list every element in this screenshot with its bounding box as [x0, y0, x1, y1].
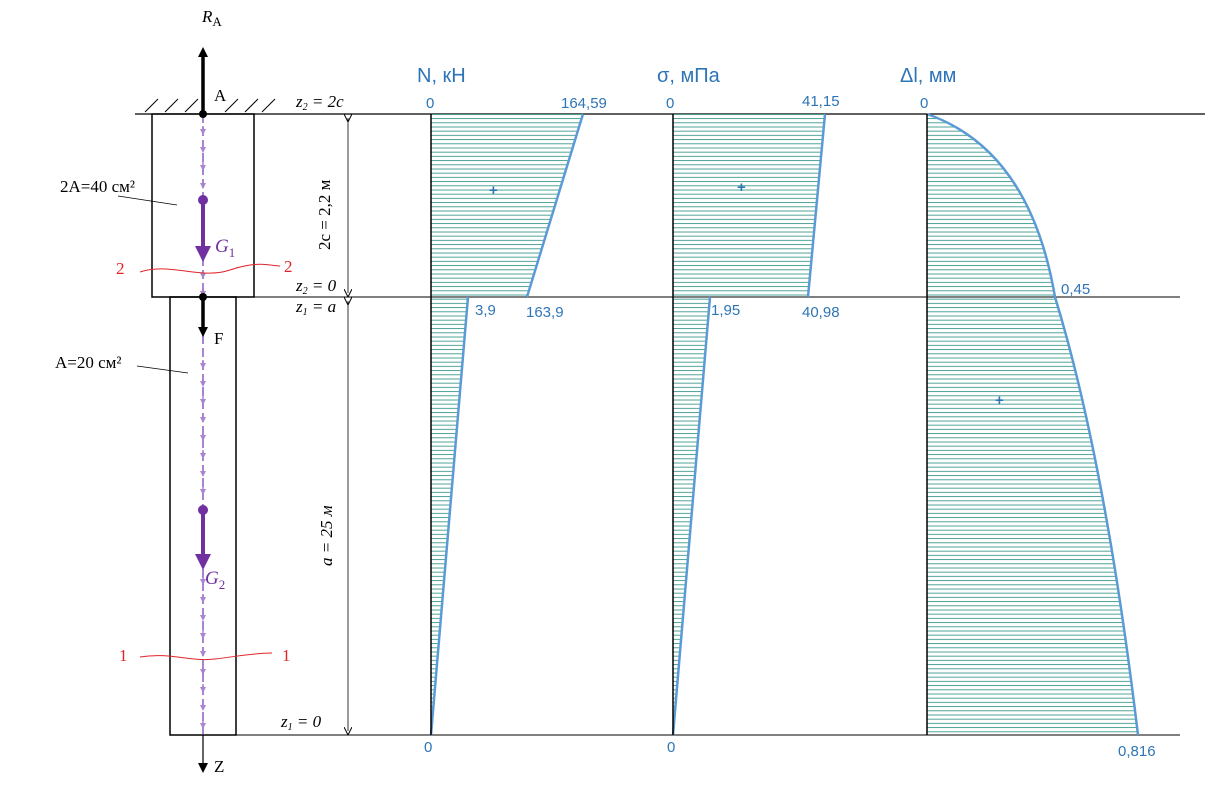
support-hatch [244, 98, 259, 113]
area-label: A=20 см² [55, 353, 122, 372]
z-label: 1 [288, 722, 293, 733]
diagram-title: Δl, мм [900, 65, 956, 87]
value-label: 0 [666, 95, 674, 112]
z-label: 2 [303, 102, 308, 113]
reaction-label: RA [201, 7, 222, 29]
dl-hatch [927, 114, 1138, 735]
g2-head [195, 554, 211, 570]
value-label: 3,9 [475, 302, 496, 319]
diagram-title: N, кН [417, 65, 466, 87]
value-label: 0,45 [1061, 281, 1090, 298]
support-label: A [214, 86, 227, 105]
support-hatch [144, 98, 276, 113]
value-label: 1,95 [711, 302, 740, 319]
z-label: = 2c [308, 92, 344, 111]
n-outline [429, 113, 585, 736]
g1-label: G1 [215, 236, 235, 260]
support-hatch [184, 98, 199, 113]
section-label: 1 [282, 646, 291, 665]
support-hatch [261, 98, 276, 113]
value-label: 0 [667, 739, 675, 756]
sigma-outline [671, 113, 827, 736]
z-label: = 0 [293, 712, 322, 731]
dimension-label: 2c = 2,2 м [315, 179, 334, 250]
sign: + [737, 179, 746, 196]
leader-line [117, 195, 178, 206]
value-label: 0 [424, 739, 432, 756]
section-label: 2 [116, 259, 125, 278]
z-label: z2 = 2c [295, 92, 344, 113]
n-diagram [429, 113, 585, 736]
support-point [199, 110, 207, 118]
z-label: 2 [303, 286, 308, 297]
reaction-label: A [212, 14, 222, 29]
section-2 [139, 263, 281, 274]
z-label: = a [308, 297, 336, 316]
z-label: z [295, 92, 303, 111]
z-label: 1 [303, 307, 308, 318]
value-label: 0 [426, 95, 434, 112]
support-hatch [164, 98, 179, 113]
dl-diagram [926, 112, 1140, 736]
z-label: z [280, 712, 288, 731]
force-label: F [214, 329, 223, 348]
z-label: = 0 [308, 276, 337, 295]
sign: + [489, 182, 498, 199]
z-label: z [295, 276, 303, 295]
g1-label: G [215, 236, 229, 257]
area-label: 2A=40 см² [60, 177, 135, 196]
value-label: 40,98 [802, 304, 840, 321]
support-hatch [144, 98, 159, 113]
support-hatch [224, 98, 239, 113]
z-label: z2 = 0 [295, 276, 337, 297]
dl-outline [926, 112, 1140, 736]
sigma-diagram [671, 113, 827, 736]
dimension-label: a = 25 м [317, 505, 336, 566]
sigma-hatch [673, 114, 825, 297]
z-axis-label: Z [214, 757, 224, 776]
sign: + [995, 392, 1004, 409]
g1-label: 1 [229, 245, 236, 260]
z-label: z [295, 297, 303, 316]
section-label: 2 [284, 257, 293, 276]
value-label: 0 [920, 95, 928, 112]
value-label: 164,59 [561, 95, 607, 112]
z-label: z1 = 0 [280, 712, 322, 733]
value-label: 0,816 [1118, 743, 1156, 760]
value-label: 163,9 [526, 304, 564, 321]
leader-line [136, 365, 189, 374]
section-label: 1 [119, 646, 128, 665]
g2-label: G2 [205, 568, 225, 592]
value-label: 41,15 [802, 93, 840, 110]
z-label: z1 = a [295, 297, 336, 318]
g1-head [195, 246, 211, 262]
g2-label: 2 [219, 577, 226, 592]
diagram-title: σ, мПа [657, 65, 721, 87]
section-1 [139, 652, 273, 661]
reaction-label: R [201, 7, 213, 26]
g2-label: G [205, 568, 219, 589]
n-hatch [431, 114, 583, 297]
